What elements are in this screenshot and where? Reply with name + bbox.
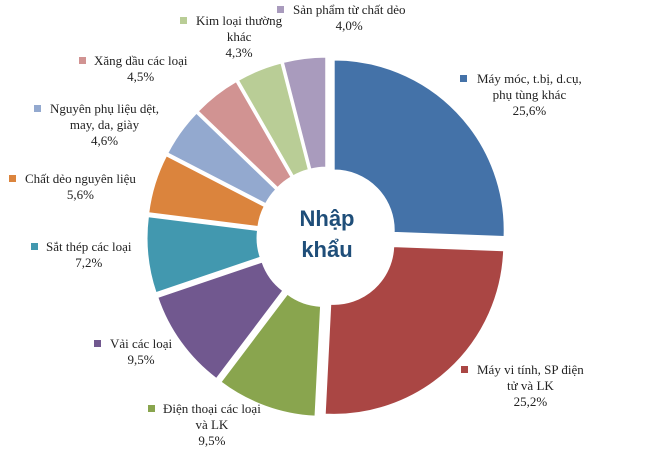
slice-category-label-10: Sản phẩm từ chất dẻo — [293, 2, 405, 17]
slice-value-label-5: 7,2% — [75, 255, 102, 270]
slice-category-label-5: Sắt thép các loại — [46, 239, 132, 254]
slice-value-label-3: 9,5% — [198, 433, 225, 448]
slice-category-label-7: may, da, giày — [70, 117, 140, 132]
slice-category-label-2: Máy vi tính, SP điện — [477, 362, 584, 377]
slice-value-label-6: 5,6% — [67, 187, 94, 202]
legend-marker-2 — [461, 366, 468, 373]
slice-category-label-1: phụ tùng khác — [493, 87, 567, 102]
legend-marker-6 — [9, 175, 16, 182]
slice-value-label-4: 9,5% — [127, 352, 154, 367]
center-title-line2: khẩu — [301, 237, 352, 262]
slices-group — [146, 56, 505, 417]
legend-marker-7 — [34, 105, 41, 112]
slice-category-label-8: Xăng dầu các loại — [94, 53, 188, 68]
slice-category-label-1: Máy móc, t.bị, d.cụ, — [477, 71, 582, 86]
slice-5 — [146, 216, 261, 294]
slice-3 — [220, 293, 322, 417]
slice-8 — [197, 81, 292, 189]
legend-marker-3 — [148, 405, 155, 412]
slice-10 — [282, 56, 327, 170]
slice-value-label-1: 25,6% — [513, 103, 547, 118]
legend-marker-4 — [94, 340, 101, 347]
slice-value-label-2: 25,2% — [514, 394, 548, 409]
slice-value-label-10: 4,0% — [336, 18, 363, 33]
slice-category-label-3: và LK — [195, 417, 228, 432]
slice-value-label-8: 4,5% — [127, 69, 154, 84]
slice-category-label-6: Chất dẻo nguyên liệu — [25, 171, 136, 186]
slice-category-label-9: Kim loại thường — [196, 13, 283, 28]
slice-2 — [324, 246, 505, 415]
slice-9 — [237, 62, 309, 177]
slice-7 — [167, 112, 277, 205]
legend-marker-1 — [460, 75, 467, 82]
slice-category-label-4: Vải các loại — [110, 336, 172, 351]
slice-value-label-7: 4,6% — [91, 133, 118, 148]
slice-1 — [333, 59, 505, 237]
slice-value-label-9: 4,3% — [226, 45, 253, 60]
legend-marker-5 — [31, 243, 38, 250]
slice-category-label-2: tử và LK — [507, 378, 554, 393]
slice-category-label-3: Điện thoại các loại — [163, 401, 261, 416]
legend-marker-10 — [277, 6, 284, 13]
slice-category-label-7: Nguyên phụ liệu dệt, — [50, 101, 159, 116]
legend-marker-8 — [79, 57, 86, 64]
slice-4 — [157, 261, 284, 380]
slice-category-label-9: khác — [227, 29, 252, 44]
center-title-line1: Nhập — [300, 206, 355, 231]
legend-marker-9 — [180, 17, 187, 24]
slice-6 — [148, 155, 265, 228]
